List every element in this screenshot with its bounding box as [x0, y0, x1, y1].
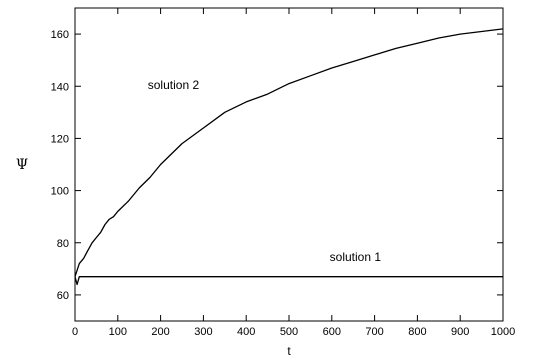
annotations: solution 2 solution 1 [148, 78, 382, 264]
x-tick-label: 200 [151, 326, 169, 338]
y-axis-label: Ψ [16, 157, 28, 173]
x-tick-label: 500 [280, 326, 298, 338]
x-tick-label: 300 [194, 326, 212, 338]
y-tick-label: 60 [57, 290, 69, 302]
series-line-1 [74, 276, 503, 286]
y-tick-label: 140 [51, 81, 69, 93]
y-tick-label: 80 [57, 238, 69, 250]
annotation-label: solution 2 [148, 78, 200, 92]
x-tick-label: 100 [109, 326, 127, 338]
x-axis-label: t [287, 344, 291, 358]
axis-ticks: 0 100 200 300 400 500 600 700 800 900 1000 60 80 100 1… [51, 8, 515, 338]
x-tick-label: 800 [408, 326, 426, 338]
x-tick-label: 1000 [491, 326, 515, 338]
y-tick-label: 120 [51, 133, 69, 145]
y-tick-label: 100 [51, 186, 69, 198]
plot-frame [74, 7, 504, 322]
series-line-2 [74, 28, 504, 277]
series-group [74, 28, 504, 286]
x-tick-label: 0 [72, 326, 78, 338]
annotation-label: solution 1 [330, 250, 382, 264]
x-tick-label: 700 [365, 326, 383, 338]
x-tick-label: 900 [451, 326, 469, 338]
x-tick-label: 600 [323, 326, 341, 338]
x-tick-label: 400 [237, 326, 255, 338]
y-tick-label: 160 [51, 29, 69, 41]
